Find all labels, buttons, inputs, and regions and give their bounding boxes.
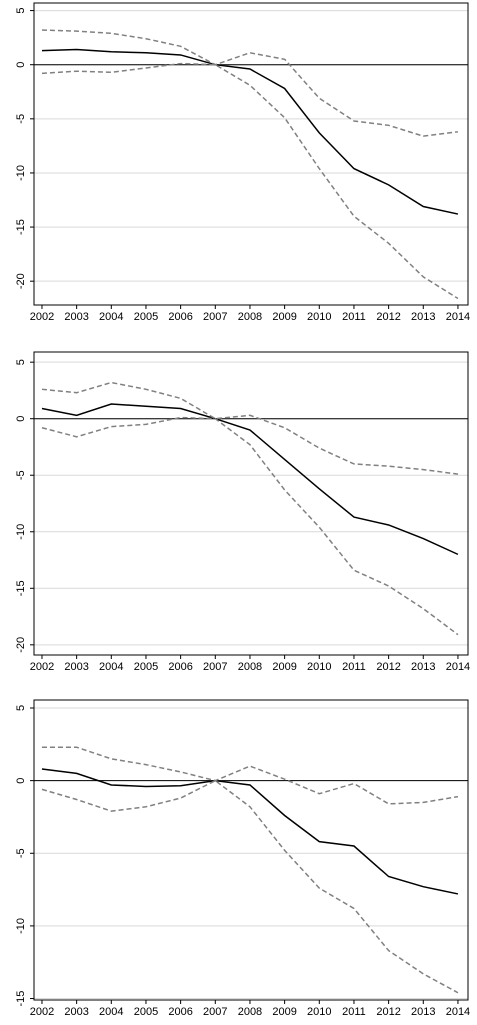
x-tick-label: 2013: [411, 311, 435, 323]
x-tick-label: 2010: [307, 661, 331, 673]
x-tick-label: 2003: [64, 661, 88, 673]
x-tick-label: 2009: [272, 661, 296, 673]
plot-frame: [33, 699, 469, 1001]
x-tick-label: 2008: [238, 661, 262, 673]
plot-frame: [33, 2, 469, 306]
x-tick-label: 2006: [168, 311, 192, 323]
x-tick-label: 2012: [376, 661, 400, 673]
x-tick-label: 2005: [134, 1006, 158, 1018]
y-tick-label: 5: [15, 705, 27, 711]
x-tick-label: 2009: [272, 1006, 296, 1018]
x-tick-label: 2011: [342, 311, 366, 323]
plot-frame: [33, 351, 469, 656]
x-tick-label: 2009: [272, 311, 296, 323]
x-tick-label: 2006: [168, 661, 192, 673]
series-line: [41, 48, 459, 215]
x-tick-label: 2014: [446, 661, 470, 673]
y-tick-label: -20: [15, 273, 27, 289]
x-tick-label: 2005: [134, 311, 158, 323]
y-tick-label: -15: [15, 219, 27, 235]
x-tick-label: 2012: [376, 1006, 400, 1018]
series-line: [41, 768, 459, 895]
series-line: [41, 746, 459, 805]
y-tick-label: -5: [15, 848, 27, 858]
x-tick-label: 2002: [30, 311, 54, 323]
x-tick-label: 2008: [238, 1006, 262, 1018]
x-tick-label: 2010: [307, 1006, 331, 1018]
y-tick-label: 0: [15, 416, 27, 422]
y-tick-label: -20: [15, 637, 27, 653]
x-tick-label: 2004: [99, 311, 123, 323]
x-tick-label: 2012: [376, 311, 400, 323]
x-tick-label: 2007: [203, 1006, 227, 1018]
y-tick-label: 5: [15, 8, 27, 14]
x-tick-label: 2014: [446, 311, 470, 323]
x-tick-label: 2002: [30, 661, 54, 673]
y-tick-label: -5: [15, 470, 27, 480]
y-tick-label: -10: [15, 165, 27, 181]
x-tick-label: 2007: [203, 661, 227, 673]
series-line: [41, 779, 459, 994]
y-tick-label: 0: [15, 778, 27, 784]
x-tick-label: 2005: [134, 661, 158, 673]
x-tick-label: 2002: [30, 1006, 54, 1018]
x-tick-label: 2003: [64, 1006, 88, 1018]
y-tick-label: -10: [15, 918, 27, 934]
y-tick-label: -15: [15, 991, 27, 1007]
x-tick-label: 2008: [238, 311, 262, 323]
x-tick-label: 2013: [411, 1006, 435, 1018]
y-tick-label: -10: [15, 524, 27, 540]
series-line: [41, 381, 459, 475]
series-line: [41, 29, 459, 137]
y-tick-label: 5: [15, 359, 27, 365]
x-tick-label: 2011: [342, 661, 366, 673]
series-line: [41, 416, 459, 636]
series-line: [41, 403, 459, 556]
x-tick-label: 2007: [203, 311, 227, 323]
x-tick-label: 2014: [446, 1006, 470, 1018]
y-tick-label: 0: [15, 62, 27, 68]
x-tick-label: 2013: [411, 661, 435, 673]
x-tick-label: 2011: [342, 1006, 366, 1018]
x-tick-label: 2003: [64, 311, 88, 323]
y-tick-label: -5: [15, 114, 27, 124]
x-tick-label: 2004: [99, 1006, 123, 1018]
y-tick-label: -15: [15, 580, 27, 596]
x-tick-label: 2010: [307, 311, 331, 323]
series-line: [41, 62, 459, 300]
x-tick-label: 2004: [99, 661, 123, 673]
x-tick-label: 2006: [168, 1006, 192, 1018]
